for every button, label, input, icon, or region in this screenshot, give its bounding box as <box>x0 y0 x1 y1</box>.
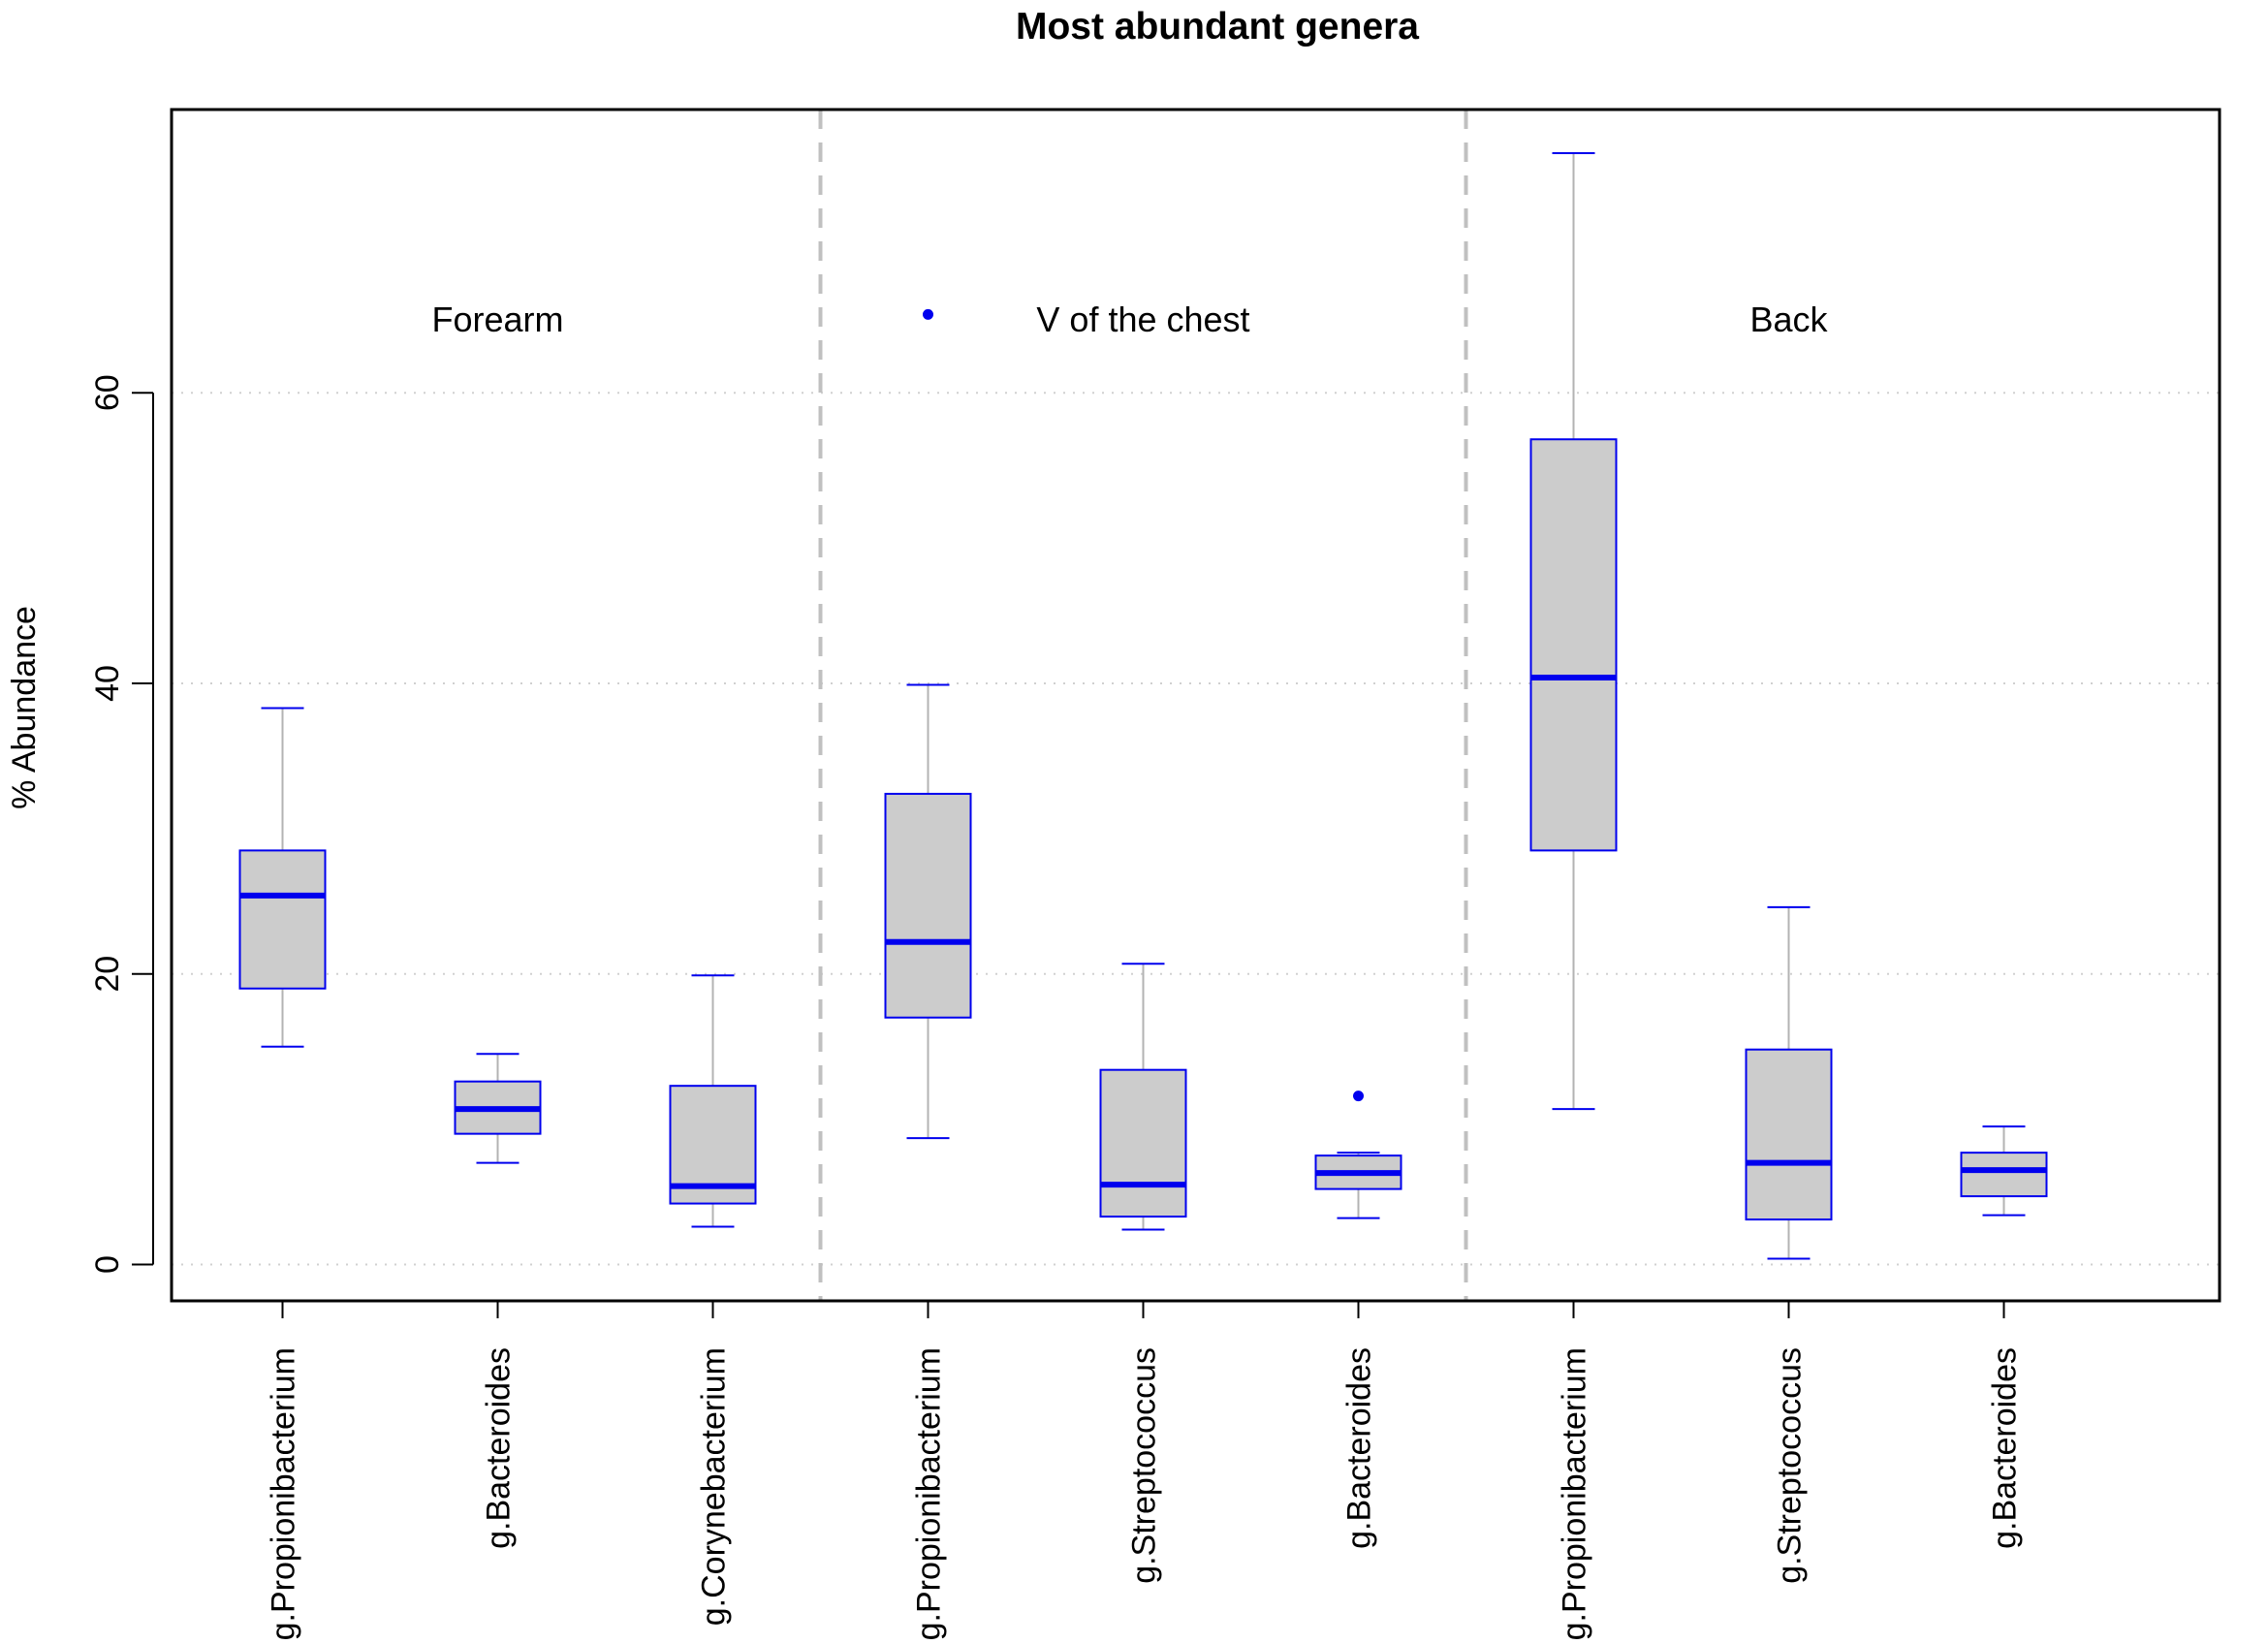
x-tick-label: g.Bacteroides <box>1987 1347 2024 1549</box>
box-8 <box>1745 905 1833 1260</box>
gridlines <box>172 392 2220 1266</box>
box-iqr <box>238 849 327 990</box>
group-separators <box>818 110 1468 1301</box>
plot-frame <box>170 108 2221 1303</box>
box-9 <box>1960 1125 2048 1217</box>
x-tick-label: g.Bacteroides <box>481 1347 518 1549</box>
box-3 <box>669 974 757 1228</box>
chart-title: Most abundant genera <box>1016 6 1419 47</box>
box-iqr <box>1745 1048 1833 1221</box>
y-axis: 0 20 40 60 <box>89 374 154 1274</box>
box-7 <box>1529 151 1618 1111</box>
outliers <box>923 308 1364 1102</box>
y-tick-label: 60 <box>89 374 126 411</box>
x-tick-label: g.Streptococcus <box>1772 1347 1809 1584</box>
outlier-point <box>1353 1091 1364 1102</box>
box-iqr <box>1960 1152 2048 1198</box>
y-axis-label: % Abundance <box>6 606 43 809</box>
x-tick-label: g.Streptococcus <box>1126 1347 1163 1584</box>
box-2 <box>454 1053 542 1164</box>
x-tick-label: g.Corynebacterium <box>696 1347 733 1626</box>
box-iqr <box>1099 1068 1187 1218</box>
box-iqr <box>1529 438 1618 852</box>
box-iqr <box>884 792 972 1019</box>
x-tick-label: g.Propionibacterium <box>266 1347 302 1640</box>
box-4 <box>884 683 972 1140</box>
box-1 <box>238 707 327 1048</box>
y-tick-label: 20 <box>89 956 126 993</box>
boxes <box>238 151 2048 1260</box>
x-axis: g.Propionibacterium g.Bacteroides g.Coryne… <box>266 1300 2024 1640</box>
box-6 <box>1314 1152 1402 1219</box>
y-tick-label: 0 <box>89 1255 126 1274</box>
y-tick-label: 40 <box>89 665 126 702</box>
box-5 <box>1099 963 1187 1231</box>
group-labels: Forearm V of the chest Back <box>431 300 1828 339</box>
x-tick-label: g.Propionibacterium <box>1557 1347 1593 1640</box>
x-tick-label: g.Propionibacterium <box>911 1347 948 1640</box>
group-label: V of the chest <box>1036 300 1249 339</box>
outlier-point <box>923 308 933 320</box>
x-tick-label: g.Bacteroides <box>1341 1347 1378 1549</box>
group-label: Back <box>1749 300 1828 339</box>
group-label: Forearm <box>431 300 563 339</box>
